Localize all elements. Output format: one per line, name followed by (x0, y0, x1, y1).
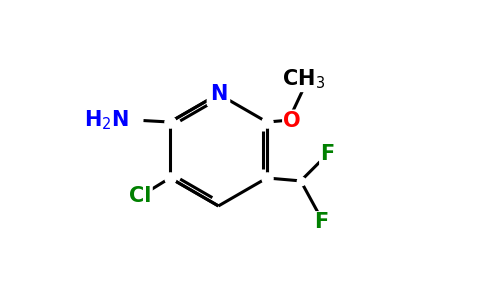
Text: Cl: Cl (129, 186, 152, 206)
Text: F: F (314, 212, 329, 232)
Text: N: N (210, 84, 227, 104)
Text: F: F (320, 144, 334, 164)
Text: H$_2$N: H$_2$N (84, 109, 129, 132)
Text: O: O (283, 111, 301, 130)
Text: CH$_3$: CH$_3$ (282, 68, 325, 91)
